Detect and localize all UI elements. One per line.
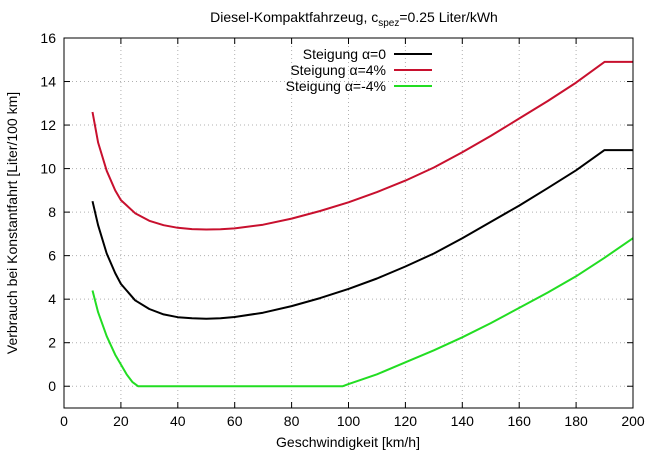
x-tick-label: 100 — [337, 413, 361, 429]
grid — [64, 38, 633, 408]
series-line-1 — [91, 60, 633, 231]
y-tick-label: 14 — [40, 74, 56, 90]
y-tick-label: 12 — [40, 117, 56, 133]
y-tick-label: 8 — [48, 204, 56, 220]
series-layer — [91, 60, 634, 388]
y-axis-label: Verbrauch bei Konstantfahrt [Liter/100 k… — [4, 92, 20, 354]
plot-frame — [63, 37, 634, 409]
title-main: Diesel-Kompaktfahrzeug, c — [210, 9, 378, 25]
title-suffix: =0.25 Liter/kWh — [399, 9, 497, 25]
y-tick-label: 16 — [40, 30, 56, 46]
x-tick-label: 140 — [451, 413, 475, 429]
x-tick-label: 60 — [227, 413, 243, 429]
x-tick-label: 80 — [284, 413, 300, 429]
legend-label: Steigung α=-4% — [286, 78, 386, 94]
x-tick-label: 20 — [113, 413, 129, 429]
x-tick-label: 180 — [564, 413, 588, 429]
y-tick-label: 6 — [48, 248, 56, 264]
legend-label: Steigung α=4% — [290, 62, 386, 78]
legend-label: Steigung α=0 — [303, 46, 386, 62]
x-tick-label: 40 — [170, 413, 186, 429]
chart-title: Diesel-Kompaktfahrzeug, cspez=0.25 Liter… — [210, 9, 498, 29]
y-tick-label: 0 — [48, 378, 56, 394]
series-line-2 — [91, 237, 634, 388]
series-line-0 — [91, 149, 633, 320]
axis-ticks: 0 20 40 60 80 100 120 140 160 180 200 0 2 4 6 8 10 12 14 16 — [40, 30, 644, 429]
y-tick-label: 2 — [48, 335, 56, 351]
x-tick-label: 0 — [60, 413, 68, 429]
x-axis-label: Geschwindigkeit [km/h] — [276, 434, 420, 450]
y-tick-label: 10 — [40, 161, 56, 177]
x-tick-label: 200 — [621, 413, 645, 429]
title-subscript: spez — [378, 18, 399, 29]
y-tick-label: 4 — [48, 291, 56, 307]
x-tick-label: 160 — [508, 413, 532, 429]
x-tick-label: 120 — [394, 413, 418, 429]
